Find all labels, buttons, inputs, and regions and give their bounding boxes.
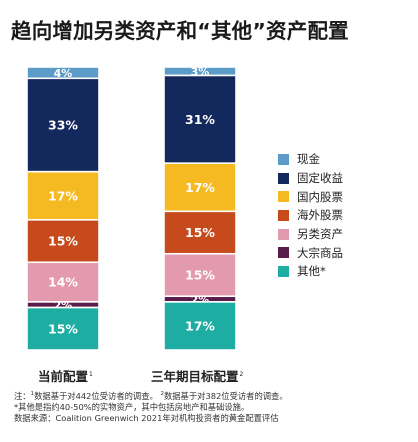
legend-swatch — [278, 191, 289, 203]
data-label-0-4: 14% — [48, 275, 78, 290]
legend-swatch — [278, 228, 289, 240]
data-label-1-4: 15% — [185, 268, 215, 283]
legend-label: 现金 — [297, 152, 320, 167]
bar-segment-1-2 — [163, 162, 237, 213]
footnote-line-1: 注：1数据基于对442位受访者的调查。 2数据基于对382位受访者的调查。 — [14, 390, 288, 401]
data-label-1-6: 17% — [185, 318, 215, 333]
legend-item-2: 国内股票 — [278, 187, 343, 206]
legend-item-6: 其他* — [278, 262, 343, 281]
bar-segment-1-3 — [163, 210, 237, 255]
data-label-1-2: 17% — [185, 180, 215, 195]
category-label-target: 三年期目标配置2 — [151, 369, 244, 384]
bar-segment-0-4 — [26, 261, 100, 303]
data-label-1-1: 31% — [185, 112, 215, 127]
legend-label: 其他* — [297, 264, 326, 279]
bar-segment-0-1 — [26, 77, 100, 173]
bar-segment-1-4 — [163, 252, 237, 298]
data-label-0-1: 33% — [48, 118, 78, 133]
bar-segment-1-1 — [163, 74, 237, 165]
footnote-line-3: 数据来源：Coalition Greenwich 2021年对机构投资者的黄金配… — [14, 412, 279, 423]
data-label-0-2: 17% — [48, 188, 78, 203]
legend-label: 国内股票 — [297, 189, 343, 204]
footnotes: 注：1数据基于对442位受访者的调查。 2数据基于对382位受访者的调查。 *其… — [14, 389, 288, 424]
data-label-0-0: 4% — [54, 67, 73, 80]
legend-swatch — [278, 247, 289, 259]
bar-segment-0-6 — [26, 306, 100, 351]
legend-label: 海外股票 — [297, 208, 343, 223]
legend-item-3: 海外股票 — [278, 206, 343, 225]
legend-swatch — [278, 209, 289, 221]
legend-item-4: 另类资产 — [278, 225, 343, 244]
bar-segment-1-6 — [163, 301, 237, 351]
legend-item-5: 大宗商品 — [278, 243, 343, 262]
legend-swatch — [278, 172, 289, 184]
legend-label: 另类资产 — [297, 227, 343, 242]
footnote-line-2: *其他是指约40-50%的实物资产，其中包括房地产和基础设施。 — [14, 401, 250, 412]
data-label-0-6: 15% — [48, 321, 78, 336]
data-label-0-3: 15% — [48, 234, 78, 249]
legend-item-1: 固定收益 — [278, 169, 343, 188]
chart-title: 趋向增加另类资产和“其他”资产配置 — [11, 19, 349, 43]
data-label-1-3: 15% — [185, 225, 215, 240]
legend-item-0: 现金 — [278, 150, 343, 169]
legend-label: 固定收益 — [297, 171, 343, 186]
legend-label: 大宗商品 — [297, 245, 343, 260]
bar-segment-0-3 — [26, 219, 100, 264]
legend-swatch — [278, 265, 289, 277]
legend-swatch — [278, 153, 289, 165]
category-label-current: 当前配置1 — [38, 369, 93, 384]
legend: 现金固定收益国内股票海外股票另类资产大宗商品其他* — [278, 150, 343, 281]
